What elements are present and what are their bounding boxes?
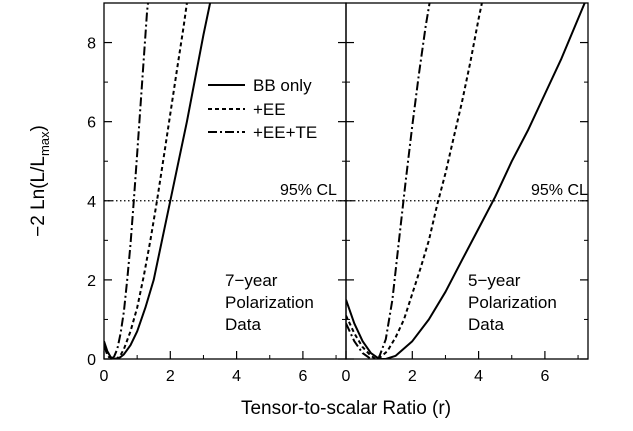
right-panel-annotation: 5−year Polarization Data [468,271,557,334]
curve-dashdot [104,3,150,359]
legend-label-bb: BB only [253,76,312,95]
y-tick-label: 8 [87,36,96,53]
cl-label-left: 95% CL [280,182,337,199]
annotation-line: Polarization [468,293,557,312]
x-tick-label: 4 [232,368,241,385]
x-tick-label: 0 [100,368,109,385]
right-panel-curves [346,3,586,359]
y-tick-label: 0 [87,352,96,369]
y-axis-title: −2 Ln(L/Lmax) [28,125,52,237]
cl-label-right: 95% CL [531,182,588,199]
y-tick-label: 6 [87,115,96,132]
annotation-line: Data [468,315,504,334]
left-panel-curves [104,3,212,359]
y-tick-label: 4 [87,194,96,211]
annotation-line: Data [225,315,261,334]
x-axis-title: Tensor-to-scalar Ratio (r) [241,398,451,419]
left-panel-annotation: 7−year Polarization Data [225,271,314,334]
curve-solid [104,3,212,359]
x-tick-label: 2 [166,368,175,385]
axis-ticks: 0 2 4 6 0 2 4 6 8 0 2 4 6 [87,2,588,385]
legend: BB only +EE +EE+TE [208,76,317,142]
y-axis-title-sub: max [37,131,52,156]
y-tick-label: 2 [87,273,96,290]
legend-label-ee: +EE [253,100,286,119]
x-tick-label: 6 [540,368,549,385]
y-axis-title-main: −2 Ln(L/L [28,156,49,237]
x-tick-label: 2 [408,368,417,385]
x-tick-label: 6 [298,368,307,385]
curve-solid [346,3,586,359]
legend-label-eete: +EE+TE [253,123,317,142]
x-tick-label: 0 [342,368,351,385]
x-tick-label: 4 [474,368,483,385]
annotation-line: 5−year [468,271,521,290]
right-panel-frame [345,2,589,360]
curve-dashdot [346,3,431,359]
annotation-line: 7−year [225,271,278,290]
curve-dashed [346,3,483,359]
annotation-line: Polarization [225,293,314,312]
curve-dashed [104,3,188,359]
y-axis-title-close: ) [28,125,49,131]
